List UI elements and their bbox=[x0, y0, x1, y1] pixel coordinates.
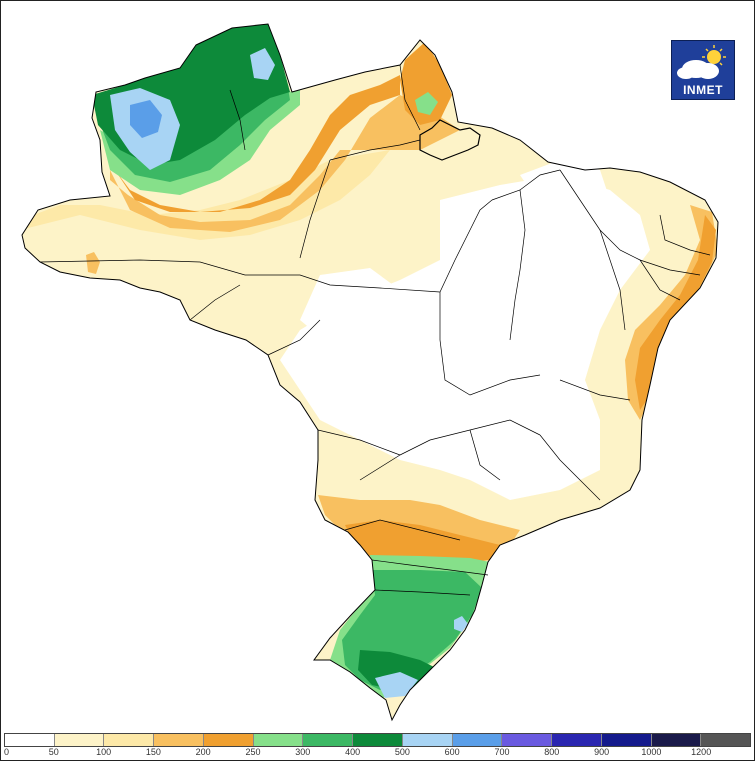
zone-200-250-south bbox=[345, 520, 500, 565]
sun-ray bbox=[719, 48, 723, 52]
zone-0-50-center bbox=[280, 175, 650, 500]
zone-500-600-south bbox=[375, 672, 418, 698]
border-line bbox=[659, 214, 711, 256]
border-line bbox=[491, 169, 561, 201]
border-line bbox=[559, 379, 631, 401]
border-line bbox=[399, 64, 421, 131]
zone-500-600-south-east bbox=[454, 616, 468, 632]
border-line bbox=[39, 259, 246, 276]
border-line bbox=[245, 274, 441, 293]
border-line bbox=[599, 229, 626, 331]
state-borders bbox=[39, 64, 711, 596]
legend-swatch bbox=[154, 734, 204, 746]
legend-tick-label: 700 bbox=[494, 747, 510, 757]
legend-swatch bbox=[601, 734, 652, 746]
legend-swatch bbox=[203, 734, 254, 746]
legend-tick-label: 900 bbox=[594, 747, 610, 757]
border-line bbox=[329, 139, 421, 161]
border-line bbox=[229, 89, 246, 151]
border-line bbox=[374, 589, 471, 596]
border-line bbox=[559, 169, 701, 276]
cloud-part bbox=[677, 67, 695, 79]
logo-text: INMET bbox=[683, 83, 723, 97]
border-line bbox=[509, 189, 526, 341]
border-line bbox=[359, 454, 401, 481]
legend-tick-label: 800 bbox=[544, 747, 560, 757]
legend-swatch bbox=[552, 734, 602, 746]
legend-tick-label: 250 bbox=[245, 747, 261, 757]
border-line bbox=[539, 434, 601, 501]
legend-swatch bbox=[402, 734, 453, 746]
legend-tick-label: 200 bbox=[195, 747, 211, 757]
sun-core bbox=[707, 50, 721, 64]
legend-swatch bbox=[502, 734, 553, 746]
legend-swatch bbox=[253, 734, 304, 746]
legend-swatch bbox=[303, 734, 354, 746]
zone-150-200-west-spot bbox=[86, 252, 100, 274]
zone-500-600-north-east bbox=[250, 48, 275, 80]
legend-swatch bbox=[54, 734, 105, 746]
legend-color-bar bbox=[4, 733, 751, 747]
legend-tick-label: 100 bbox=[96, 747, 112, 757]
border-line bbox=[439, 292, 541, 396]
precipitation-zones bbox=[22, 24, 718, 700]
zone-50-100-west bbox=[22, 150, 390, 240]
border-line bbox=[189, 284, 241, 321]
border-line bbox=[439, 199, 493, 293]
legend-tick-label: 600 bbox=[444, 747, 460, 757]
cloud-part bbox=[697, 63, 719, 79]
zone-0-50-north bbox=[520, 160, 610, 215]
legend-tick-label: 1000 bbox=[641, 747, 662, 757]
border-line bbox=[317, 429, 401, 456]
legend-tick-labels: 0 50 100 150 200 250 300 400 500 600 700 800 900 1000… bbox=[4, 747, 751, 759]
precipitation-legend: 0 50 100 150 200 250 300 400 500 600 700 800 900 1000… bbox=[4, 733, 751, 759]
brazil-outline bbox=[21, 23, 719, 722]
border-line bbox=[371, 559, 489, 576]
sun-ray bbox=[705, 48, 709, 52]
zone-200-250-amapa bbox=[400, 42, 452, 125]
legend-swatch bbox=[104, 734, 155, 746]
zone-600-700-north-west bbox=[130, 100, 162, 138]
legend-swatch bbox=[5, 734, 55, 746]
legend-tick-label: 300 bbox=[295, 747, 311, 757]
legend-tick-label: 1200 bbox=[691, 747, 712, 757]
sun-cloud-icon bbox=[677, 45, 726, 79]
zone-200-250-north-band bbox=[115, 75, 400, 212]
legend-tick-label: 150 bbox=[145, 747, 161, 757]
legend-swatch bbox=[701, 734, 751, 746]
legend-tick-label: 500 bbox=[394, 747, 410, 757]
legend-tick-label: 0 bbox=[4, 747, 10, 757]
sun-ray bbox=[719, 62, 723, 66]
border-line bbox=[469, 429, 501, 481]
zone-250-300-amapa bbox=[415, 92, 438, 115]
legend-tick-label: 50 bbox=[48, 747, 59, 757]
legend-swatch bbox=[452, 734, 503, 746]
inmet-logo: INMET bbox=[671, 40, 735, 100]
legend-tick-label: 400 bbox=[345, 747, 361, 757]
marajo-islands bbox=[419, 119, 481, 161]
border-line bbox=[344, 519, 461, 541]
legend-swatch bbox=[651, 734, 702, 746]
zone-0-50-center2 bbox=[300, 268, 400, 345]
zone-150-200-north-band bbox=[110, 95, 460, 232]
border-line bbox=[267, 319, 321, 356]
border-line bbox=[299, 159, 331, 259]
border-line bbox=[639, 259, 681, 301]
legend-swatch bbox=[353, 734, 403, 746]
